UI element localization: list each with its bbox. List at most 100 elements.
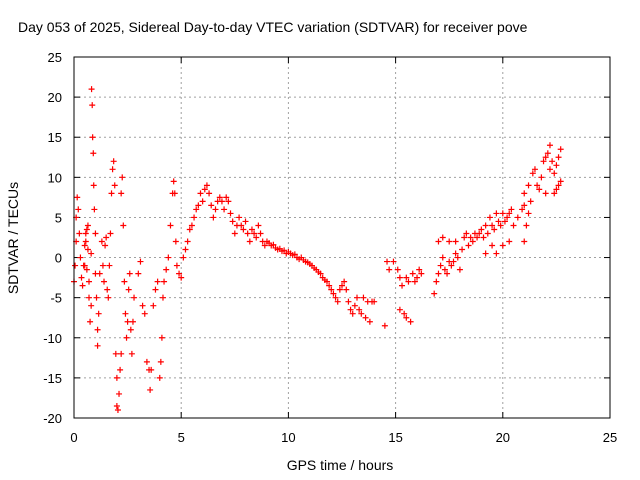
data-point xyxy=(106,262,113,269)
data-point xyxy=(240,226,247,233)
data-point xyxy=(90,150,97,157)
data-point xyxy=(184,238,191,245)
data-point xyxy=(546,166,553,173)
data-point xyxy=(158,334,165,341)
data-point xyxy=(366,318,373,325)
x-tick-label: 20 xyxy=(496,430,510,445)
data-point xyxy=(186,226,193,233)
data-point xyxy=(401,310,408,317)
data-point xyxy=(88,86,95,93)
y-tick-label: 25 xyxy=(48,50,62,65)
data-point xyxy=(82,230,89,237)
data-point xyxy=(454,254,461,261)
data-point xyxy=(411,278,418,285)
data-point xyxy=(89,134,96,141)
data-point xyxy=(210,214,217,221)
data-point xyxy=(257,230,264,237)
data-point xyxy=(93,294,100,301)
data-point xyxy=(178,274,185,281)
data-point xyxy=(208,202,215,209)
data-point xyxy=(446,238,453,245)
data-point xyxy=(394,266,401,273)
data-point xyxy=(486,214,493,221)
data-point xyxy=(341,278,348,285)
data-point xyxy=(81,242,88,249)
data-point xyxy=(229,218,236,225)
data-point xyxy=(381,322,388,329)
data-point xyxy=(536,186,543,193)
data-point xyxy=(448,262,455,269)
data-point xyxy=(463,230,470,237)
data-point xyxy=(542,190,549,197)
data-point xyxy=(98,238,105,245)
x-tick-label: 0 xyxy=(70,430,77,445)
data-point xyxy=(108,190,115,197)
data-point xyxy=(170,178,177,185)
data-point xyxy=(435,270,442,277)
data-point xyxy=(519,206,526,213)
data-point xyxy=(459,246,466,253)
data-point xyxy=(195,202,202,209)
data-point xyxy=(508,206,515,213)
data-point xyxy=(251,230,258,237)
data-point xyxy=(437,262,444,269)
data-point xyxy=(172,238,179,245)
data-point xyxy=(403,274,410,281)
data-point xyxy=(248,226,255,233)
data-point xyxy=(83,266,90,273)
data-point xyxy=(84,246,91,253)
data-point xyxy=(105,294,112,301)
data-point xyxy=(238,222,245,229)
data-point xyxy=(77,254,84,261)
data-point xyxy=(538,174,545,181)
data-point xyxy=(416,266,423,273)
data-point xyxy=(92,230,99,237)
data-point xyxy=(433,278,440,285)
data-point xyxy=(553,162,560,169)
data-point xyxy=(135,270,142,277)
plot-frame xyxy=(73,56,611,419)
data-point xyxy=(493,210,500,217)
data-point xyxy=(156,374,163,381)
data-point xyxy=(227,210,234,217)
data-point xyxy=(469,238,476,245)
data-point xyxy=(139,302,146,309)
data-point xyxy=(203,182,210,189)
data-point xyxy=(439,254,446,261)
data-point xyxy=(544,150,551,157)
data-point xyxy=(343,286,350,293)
data-point xyxy=(549,158,556,165)
data-point xyxy=(120,222,127,229)
data-point xyxy=(403,314,410,321)
data-point xyxy=(555,154,562,161)
y-tick-label: 15 xyxy=(48,130,62,145)
data-point xyxy=(131,294,138,301)
data-point xyxy=(281,247,288,254)
data-point xyxy=(126,270,133,277)
data-point xyxy=(104,286,111,293)
x-tick-label: 25 xyxy=(603,430,617,445)
data-point xyxy=(141,310,148,317)
data-point xyxy=(150,302,157,309)
data-point xyxy=(409,270,416,277)
data-point xyxy=(480,234,487,241)
data-point xyxy=(489,242,496,249)
data-point xyxy=(103,234,110,241)
data-point xyxy=(506,210,513,217)
data-point xyxy=(244,230,251,237)
x-axis-label: GPS time / hours xyxy=(287,457,394,473)
data-point xyxy=(99,262,106,269)
data-point xyxy=(147,386,154,393)
data-point xyxy=(231,230,238,237)
data-point xyxy=(510,222,517,229)
data-point xyxy=(444,270,451,277)
data-point xyxy=(435,238,442,245)
data-point xyxy=(79,282,86,289)
data-point xyxy=(199,198,206,205)
data-point xyxy=(113,374,120,381)
data-point xyxy=(334,298,341,305)
data-point xyxy=(159,294,166,301)
data-point xyxy=(171,190,178,197)
data-point xyxy=(482,222,489,229)
data-point xyxy=(112,350,119,357)
